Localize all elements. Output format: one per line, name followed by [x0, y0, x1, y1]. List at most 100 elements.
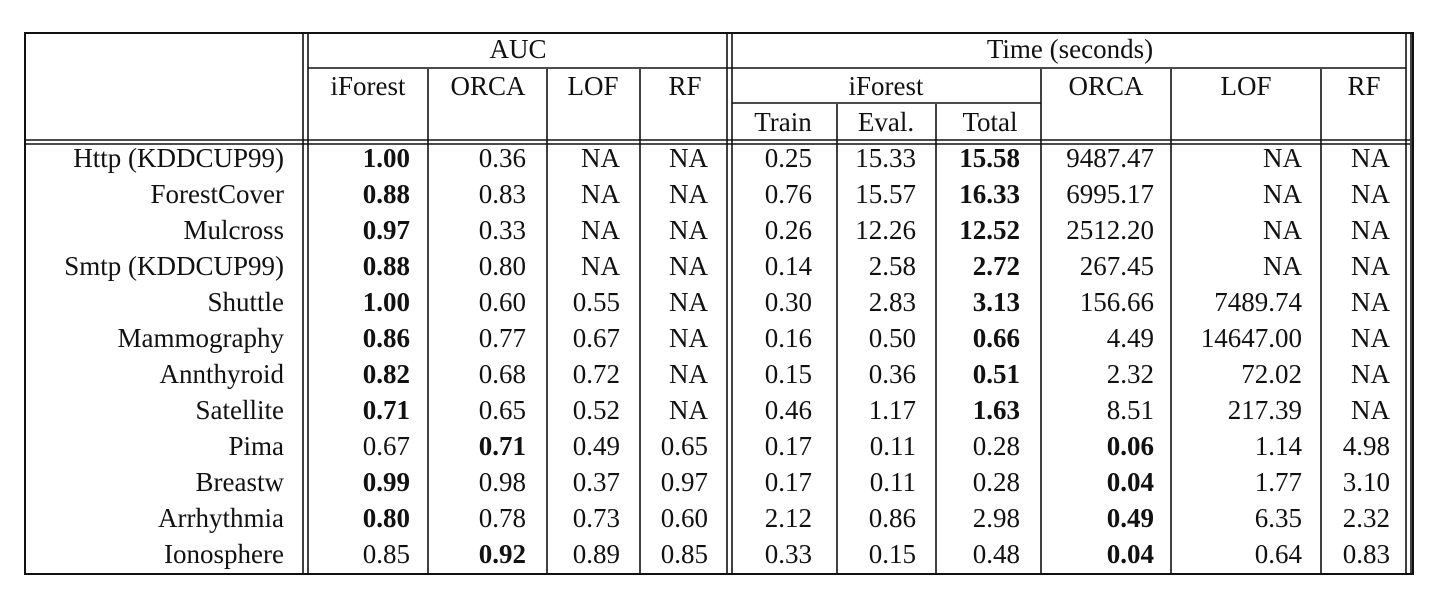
time-value: 1.14: [1254, 431, 1302, 461]
time-value: 0.15: [868, 539, 916, 569]
auc-value: NA: [669, 287, 708, 317]
auc-value: 0.92: [478, 539, 526, 569]
time-value: 0.49: [1106, 503, 1154, 533]
auc-value: NA: [581, 215, 620, 245]
dataset-name: ForestCover: [150, 179, 284, 209]
header-auc: AUC: [489, 34, 547, 64]
auc-value: 0.60: [660, 503, 708, 533]
time-value: 0.48: [972, 539, 1020, 569]
auc-value: NA: [669, 395, 708, 425]
auc-value: 1.00: [362, 287, 410, 317]
time-value: 0.06: [1106, 431, 1154, 461]
time-value: 0.36: [868, 359, 916, 389]
time-value: NA: [1263, 179, 1302, 209]
auc-value: 0.97: [362, 215, 410, 245]
auc-value: 0.99: [362, 467, 410, 497]
time-value: 0.86: [868, 503, 916, 533]
time-value: NA: [1351, 251, 1390, 281]
time-value: 267.45: [1079, 251, 1154, 281]
auc-value: 0.67: [362, 431, 410, 461]
time-value: 0.15: [764, 359, 812, 389]
time-value: 4.98: [1342, 431, 1390, 461]
time-value: 0.14: [764, 251, 812, 281]
time-value: 0.33: [764, 539, 812, 569]
dataset-name: Satellite: [195, 395, 284, 425]
time-value: 0.28: [972, 467, 1020, 497]
dataset-name: Ionosphere: [164, 539, 284, 569]
auc-value: NA: [669, 359, 708, 389]
time-value: 0.30: [764, 287, 812, 317]
header-time: Time (seconds): [986, 34, 1154, 64]
time-value: 72.02: [1241, 359, 1302, 389]
auc-value: 0.97: [660, 467, 708, 497]
time-value: NA: [1351, 143, 1390, 173]
time-value: 0.51: [972, 359, 1020, 389]
time-value: 3.13: [972, 287, 1020, 317]
header-auc-rf: RF: [668, 71, 702, 101]
dataset-name: Annthyroid: [159, 359, 285, 389]
time-value: 0.11: [869, 431, 916, 461]
time-value: 0.16: [764, 323, 812, 353]
auc-value: 0.83: [478, 179, 526, 209]
auc-value: 0.36: [478, 143, 526, 173]
time-value: 1.17: [868, 395, 916, 425]
time-value: 14647.00: [1200, 323, 1302, 353]
time-value: 15.33: [855, 143, 916, 173]
time-value: 4.49: [1106, 323, 1154, 353]
auc-value: 0.37: [572, 467, 620, 497]
auc-value: 0.85: [362, 539, 410, 569]
dataset-name: Arrhythmia: [158, 503, 284, 533]
auc-value: NA: [669, 179, 708, 209]
time-value: NA: [1351, 395, 1390, 425]
dataset-name: Shuttle: [207, 287, 284, 317]
time-value: 0.17: [764, 431, 812, 461]
time-value: 0.83: [1342, 539, 1390, 569]
auc-value: 0.89: [572, 539, 620, 569]
time-value: 0.28: [972, 431, 1020, 461]
time-value: 217.39: [1227, 395, 1302, 425]
time-value: 6995.17: [1066, 179, 1154, 209]
auc-value: 0.68: [478, 359, 526, 389]
time-value: NA: [1351, 359, 1390, 389]
time-value: NA: [1351, 215, 1390, 245]
auc-value: 0.71: [362, 395, 410, 425]
auc-value: NA: [581, 143, 620, 173]
dataset-name: Pima: [228, 431, 284, 461]
auc-value: 0.80: [362, 503, 410, 533]
auc-value: 0.86: [362, 323, 410, 353]
time-value: NA: [1263, 143, 1302, 173]
time-value: 1.77: [1254, 467, 1302, 497]
auc-value: 0.98: [478, 467, 526, 497]
time-value: 0.11: [869, 467, 916, 497]
time-value: 0.25: [764, 143, 812, 173]
time-value: 0.64: [1254, 539, 1302, 569]
time-value: 2.32: [1106, 359, 1154, 389]
time-value: 12.52: [959, 215, 1020, 245]
time-value: 15.58: [959, 143, 1020, 173]
time-value: 2.12: [764, 503, 812, 533]
header-time-eval: Eval.: [857, 107, 915, 137]
dataset-name: Breastw: [195, 467, 284, 497]
time-value: 9487.47: [1066, 143, 1154, 173]
time-value: 2.72: [972, 251, 1020, 281]
time-value: 2.58: [868, 251, 916, 281]
header-time-rf: RF: [1347, 71, 1381, 101]
time-value: NA: [1351, 287, 1390, 317]
auc-value: 0.88: [362, 179, 410, 209]
time-value: 3.10: [1342, 467, 1390, 497]
auc-value: NA: [581, 251, 620, 281]
time-value: 0.17: [764, 467, 812, 497]
auc-value: 0.82: [362, 359, 410, 389]
header-time-total: Total: [962, 107, 1018, 137]
auc-value: NA: [669, 143, 708, 173]
auc-value: 0.55: [572, 287, 620, 317]
auc-value: NA: [669, 215, 708, 245]
auc-value: 0.88: [362, 251, 410, 281]
header-time-lof: LOF: [1220, 71, 1272, 101]
dataset-name: Smtp (KDDCUP99): [64, 251, 284, 281]
time-value: 16.33: [959, 179, 1020, 209]
time-value: 7489.74: [1214, 287, 1302, 317]
results-table: [24, 32, 1414, 575]
time-value: 6.35: [1254, 503, 1302, 533]
time-value: 15.57: [855, 179, 916, 209]
